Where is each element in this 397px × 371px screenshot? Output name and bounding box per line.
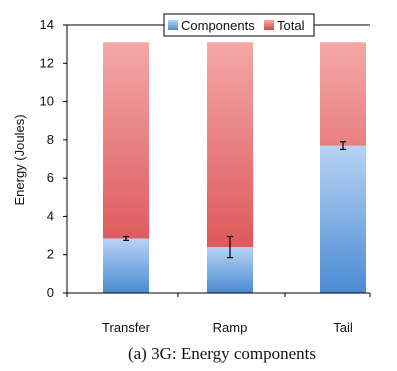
x-tick-label-tail: Tail xyxy=(333,320,353,335)
legend-label-components: Components xyxy=(181,18,255,33)
y-tick-label-2: 2 xyxy=(47,247,54,262)
legend-box xyxy=(163,13,315,37)
labels-layer: Transfer Ramp Tail 0 2 4 6 8 10 12 14 xyxy=(40,17,353,335)
bar-components-tail xyxy=(320,145,366,293)
bars-layer xyxy=(103,42,366,293)
legend-label-total: Total xyxy=(277,18,305,33)
x-tick-label-ramp: Ramp xyxy=(213,320,248,335)
y-tick-label-14: 14 xyxy=(40,17,54,32)
legend-layer: Components Total xyxy=(163,13,315,37)
y-tick-label-0: 0 xyxy=(47,285,54,300)
y-tick-label-12: 12 xyxy=(40,55,54,70)
x-tick-label-transfer: Transfer xyxy=(102,320,151,335)
y-tick-label-4: 4 xyxy=(47,208,54,223)
legend-swatch-total xyxy=(264,20,274,30)
y-tick-label-6: 6 xyxy=(47,170,54,185)
bar-components-transfer xyxy=(103,238,149,293)
y-tick-label-10: 10 xyxy=(40,94,54,109)
legend-swatch-components xyxy=(168,20,178,30)
figure-caption: (a) 3G: Energy components xyxy=(128,344,316,363)
y-tick-label-8: 8 xyxy=(47,132,54,147)
y-axis-title: Energy (Joules) xyxy=(12,114,27,205)
